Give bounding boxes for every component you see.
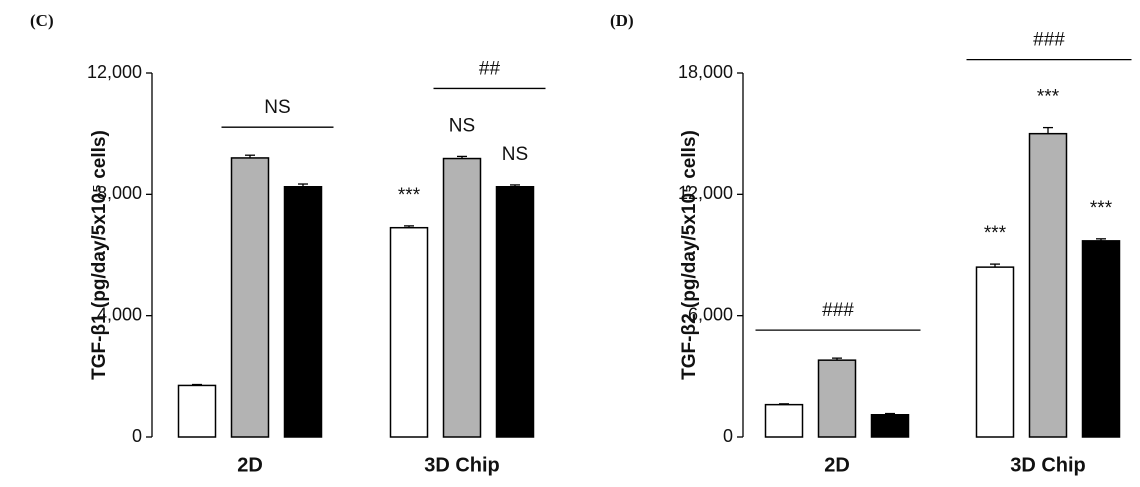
significance-label: ***: [1037, 87, 1060, 108]
bar: [495, 186, 535, 438]
x-tick-label: 3D Chip: [424, 454, 500, 476]
y-tick-label: 4,000: [97, 304, 142, 324]
y-tick-label: 12,000: [678, 183, 733, 203]
y-tick-label: 0: [723, 426, 733, 446]
y-tick-label: 0: [132, 426, 142, 446]
y-tick-label: 18,000: [678, 62, 733, 82]
bracket-label: NS: [264, 97, 290, 118]
bar: [817, 359, 857, 438]
y-tick-label: 12,000: [87, 62, 142, 82]
panel-label: (D): [610, 11, 634, 30]
bar: [870, 414, 910, 438]
bar: [177, 384, 217, 438]
bar: [283, 186, 323, 438]
significance-label: NS: [449, 115, 475, 136]
bar: [442, 157, 482, 438]
y-axis-label: TGF-β2 (pg/day/5x10⁵ cells): [679, 130, 700, 380]
significance-label: ***: [1090, 198, 1113, 219]
bracket-label: ###: [822, 300, 854, 321]
x-tick-label: 2D: [824, 454, 850, 476]
bar: [1081, 240, 1121, 438]
x-tick-label: 3D Chip: [1010, 454, 1086, 476]
significance-label: NS: [502, 144, 528, 165]
y-tick-label: 8,000: [97, 183, 142, 203]
bracket-label: ###: [1033, 30, 1065, 51]
significance-label: ***: [398, 185, 421, 206]
y-tick-label: 6,000: [688, 304, 733, 324]
panel-label: (C): [30, 11, 54, 30]
bar: [975, 266, 1015, 438]
bar: [389, 226, 429, 438]
bar: [1028, 132, 1068, 438]
y-axis-label: TGF-β1 (pg/day/5x10⁵ cells): [89, 130, 110, 380]
bar: [230, 157, 270, 438]
bar: [764, 403, 804, 438]
bracket-label: ##: [479, 58, 501, 79]
x-tick-label: 2D: [237, 454, 263, 476]
significance-label: ***: [984, 223, 1007, 244]
